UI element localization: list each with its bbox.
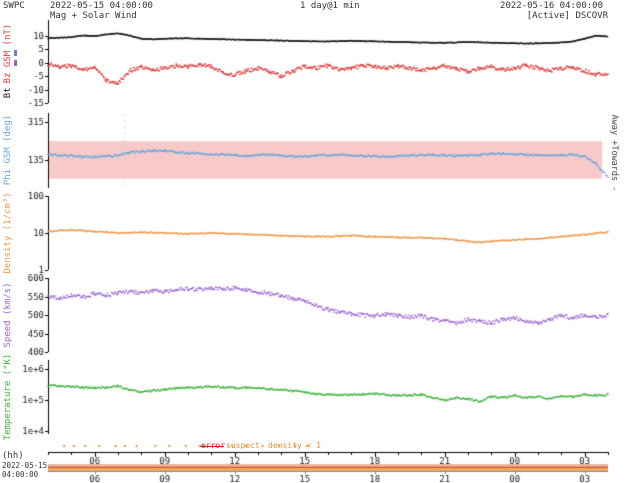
phi-sector-label: Away +Towards - <box>609 114 619 192</box>
panel4-ylabel: Speed (km/s) <box>3 282 13 348</box>
legend-suspect: suspect <box>226 441 260 450</box>
panel3-ylabel: Density (1/cm³) <box>3 192 13 274</box>
by-marker-icon <box>14 50 17 56</box>
panel1-ylabel: Bt Bz GSM (nT) <box>3 22 13 100</box>
source-label: SWPC <box>3 1 25 11</box>
bx-marker-icon <box>14 60 17 66</box>
legend-density-lt-1: density < 1 <box>268 441 321 450</box>
resolution-label: 1 day@1 min <box>300 1 360 11</box>
hours-axis-label: (hh) <box>2 451 24 461</box>
panel2-ylabel: Phi GSM (deg) <box>3 114 13 186</box>
bz-label: Bz GSM (nT) <box>3 23 13 84</box>
satellite-status: [Active] DSCOVR <box>526 11 608 21</box>
footer-time: 04:00:00 <box>2 470 39 479</box>
product-title: Mag + Solar Wind <box>50 11 137 21</box>
bt-label: Bt <box>3 87 13 99</box>
end-time: 2022-05-16 04:00:00 <box>500 1 603 11</box>
legend-error: error <box>201 441 226 450</box>
start-time: 2022-05-15 04:00:00 <box>50 1 153 11</box>
panel5-ylabel: Temperature (°K) <box>3 353 13 441</box>
footer-date: 2022-05-15 <box>2 461 48 470</box>
error-strike-icon <box>200 446 224 447</box>
